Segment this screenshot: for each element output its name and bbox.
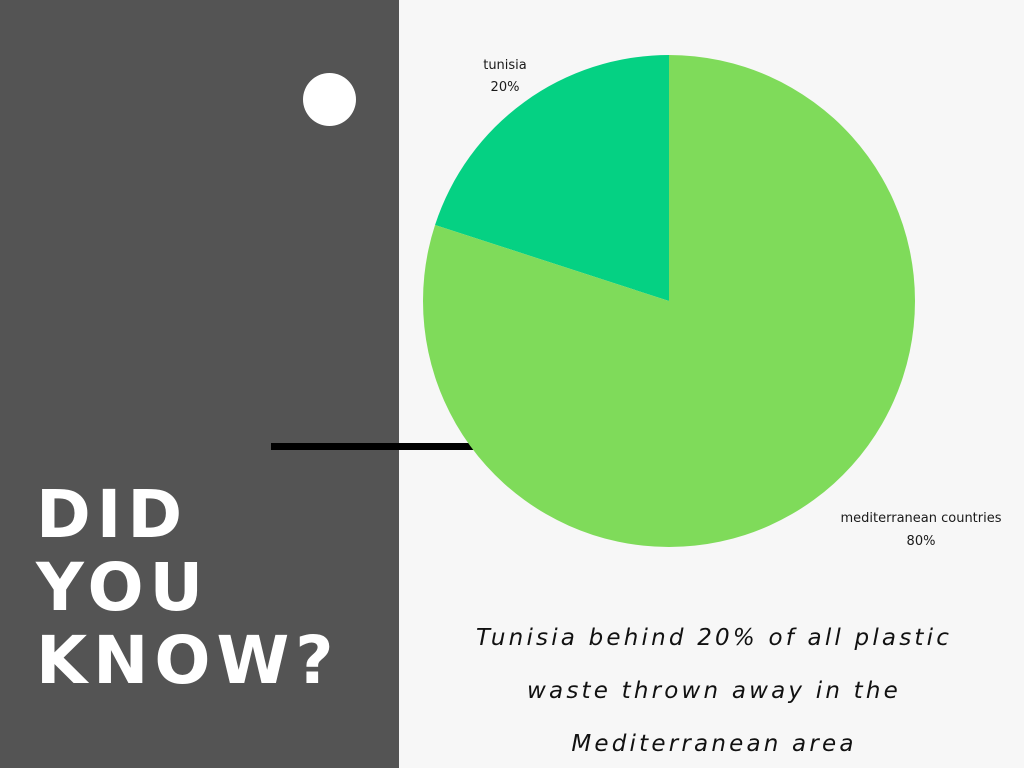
slice-label-tunisia-value: 20% xyxy=(491,80,520,95)
slice-label-tunisia-name: tunisia xyxy=(483,58,527,73)
headline-line-2: YOU xyxy=(36,549,210,626)
pie-slice-tunisia xyxy=(435,55,669,301)
caption-line-3: Mediterranean area xyxy=(571,731,857,757)
pie-slices xyxy=(422,55,915,547)
horizontal-rule-decoration xyxy=(271,443,521,450)
left-panel xyxy=(0,0,399,768)
caption-line-2: waste thrown away in the xyxy=(527,678,901,704)
white-dot-decoration xyxy=(303,73,356,126)
pie-labels: tunisia 20% mediterranean countries 80% xyxy=(483,58,1002,549)
headline-line-3: KNOW? xyxy=(36,622,340,699)
slice-label-mediterranean-name: mediterranean countries xyxy=(840,511,1001,526)
caption-line-1: Tunisia behind 20% of all plastic xyxy=(475,625,953,651)
pie-chart: tunisia 20% mediterranean countries 80% xyxy=(422,55,1002,549)
caption: Tunisia behind 20% of all plastic waste … xyxy=(404,612,1024,768)
headline: DID YOU KNOW? xyxy=(36,478,340,697)
pie-slice-mediterranean-countries xyxy=(422,55,915,547)
slice-label-mediterranean-value: 80% xyxy=(907,534,936,549)
headline-line-1: DID xyxy=(36,476,189,553)
